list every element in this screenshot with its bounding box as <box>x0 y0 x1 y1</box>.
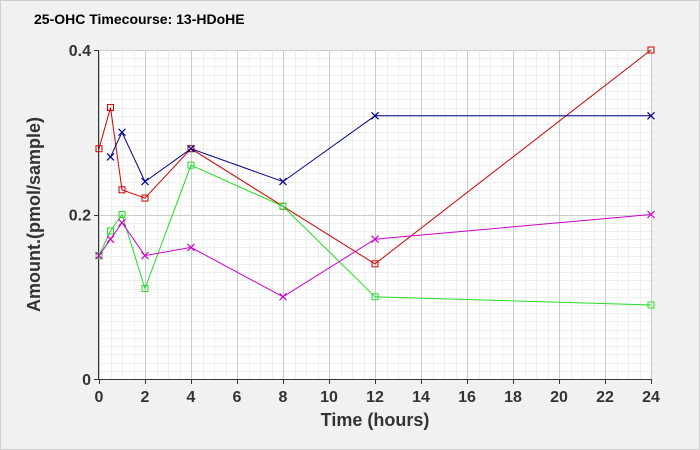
x-tick-label: 2 <box>141 389 150 406</box>
y-tick-label: 0.4 <box>69 43 91 60</box>
x-tick-label: 14 <box>412 389 430 406</box>
data-point-square <box>141 194 149 202</box>
data-point-x <box>106 153 115 161</box>
data-point-x <box>647 111 655 120</box>
data-point-x <box>141 177 149 186</box>
series-2 <box>106 111 655 186</box>
x-tick-label: 10 <box>320 389 338 406</box>
data-point-square <box>187 145 195 153</box>
series-4 <box>95 210 655 301</box>
data-point-square <box>118 211 126 218</box>
y-tick-label: 0 <box>82 372 91 389</box>
data-point-square <box>647 46 655 54</box>
chart-title: 25-OHC Timecourse: 13-HDoHE <box>34 11 245 27</box>
data-point-x <box>118 128 126 137</box>
data-point-x <box>95 251 103 260</box>
x-tick-label: 24 <box>642 389 660 406</box>
x-tick-label: 16 <box>458 389 476 406</box>
x-tick-label: 6 <box>233 389 242 406</box>
data-point-x <box>279 177 287 186</box>
data-point-x <box>187 243 195 252</box>
x-tick-label: 8 <box>279 389 288 406</box>
x-tick-label: 0 <box>95 389 104 406</box>
data-point-square <box>371 293 379 301</box>
x-tick-label: 22 <box>596 389 614 406</box>
y-axis-title: Amount.(pmol/sample) <box>24 117 44 312</box>
series-3 <box>95 161 655 309</box>
data-point-x <box>118 218 126 227</box>
data-point-square <box>95 145 103 153</box>
data-point-square <box>187 161 195 169</box>
data-point-square <box>647 301 655 309</box>
data-point-square <box>107 104 114 112</box>
data-point-square <box>141 285 149 293</box>
data-point-square <box>371 260 379 268</box>
x-axis-title: Time (hours) <box>321 410 430 430</box>
data-point-x <box>371 235 379 244</box>
data-point-square <box>279 202 287 210</box>
data-point-square <box>107 227 114 235</box>
x-tick-label: 18 <box>504 389 522 406</box>
series-1 <box>95 46 655 268</box>
x-tick-label: 4 <box>187 389 196 406</box>
data-point-x <box>141 251 149 260</box>
y-tick-label: 0.2 <box>69 208 91 225</box>
data-point-x <box>106 235 115 244</box>
data-point-square <box>118 186 126 194</box>
axes <box>94 50 652 384</box>
data-point-x <box>647 210 655 219</box>
data-point-x <box>371 111 379 120</box>
x-tick-label: 12 <box>366 389 384 406</box>
x-tick-label: 20 <box>550 389 568 406</box>
data-point-x <box>187 144 195 153</box>
data-point-square <box>95 252 103 260</box>
series-line <box>98 49 652 265</box>
data-point-x <box>279 292 287 301</box>
series-layer <box>95 46 655 309</box>
